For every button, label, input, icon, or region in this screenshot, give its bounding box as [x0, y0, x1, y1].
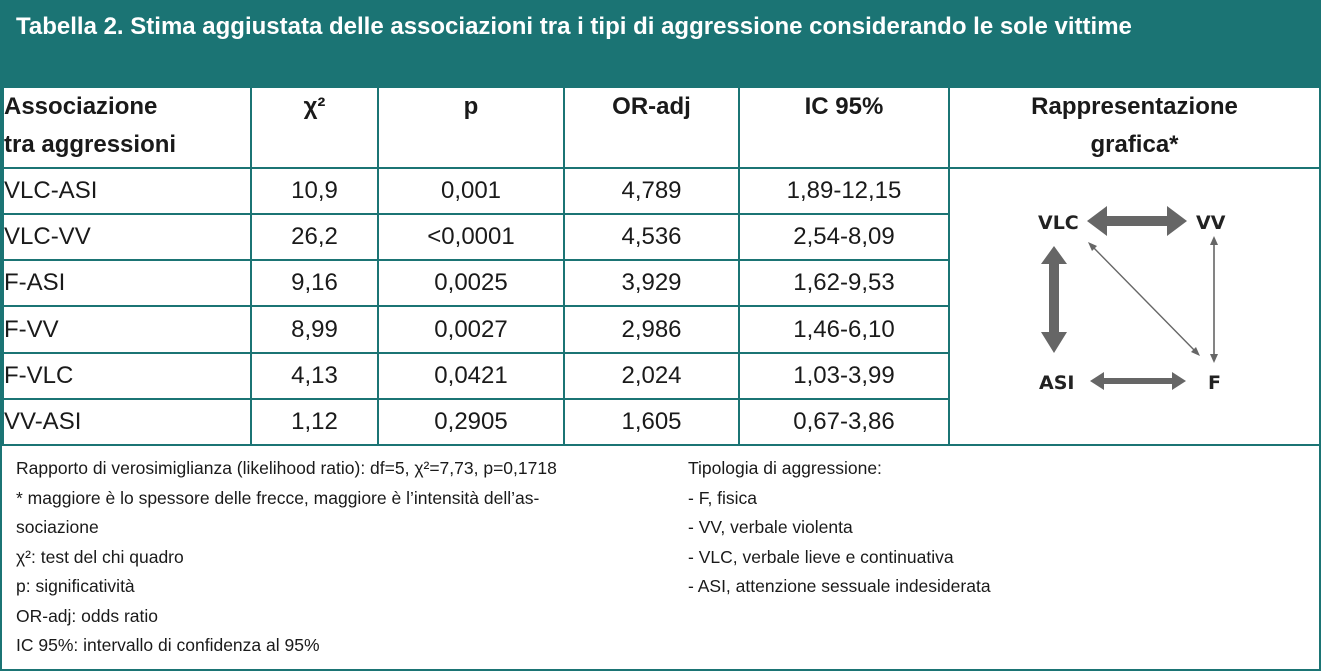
- thin-arrow-vv-f: [1210, 236, 1218, 363]
- association-table: Associazione tra aggressioni χ² p OR-adj…: [2, 86, 1321, 447]
- arrow-vv-f-head-end: [1210, 354, 1218, 363]
- footnote-line: IC 95%: intervallo di confidenza al 95%: [16, 635, 320, 655]
- footnote-line: χ²: test del chi quadro: [16, 546, 184, 567]
- cell-association: VLC-VV: [2, 213, 252, 262]
- thick-arrow-vlc-vv: [1087, 206, 1187, 236]
- cell-association: VLC-ASI: [2, 166, 252, 216]
- table-row: F-VLC 4,13 0,0421 2,024 1,03-3,99: [2, 351, 1320, 400]
- graphic-cell: VLC VV ASI F: [948, 167, 1321, 446]
- footnote-line: sociazione: [16, 517, 99, 537]
- arrow-vlc-asi-shape: [1041, 246, 1067, 353]
- header-row: Associazione tra aggressioni χ² p OR-adj…: [2, 86, 1321, 169]
- node-asi: ASI: [1039, 372, 1074, 394]
- medium-arrow-asi-f: [1090, 372, 1186, 390]
- legend-line: - ASI, attenzione sessuale indesiderata: [688, 576, 991, 596]
- cell-association: VV-ASI: [2, 397, 252, 447]
- cell-association: F-VLC: [2, 351, 252, 400]
- cell-chi: 8,99: [250, 305, 379, 354]
- node-vlc: VLC: [1038, 212, 1079, 234]
- cell-association: F-ASI: [2, 259, 252, 308]
- cell-or: 4,536: [563, 213, 740, 262]
- header-chi: χ²: [250, 86, 379, 169]
- header-ic: IC 95%: [738, 86, 950, 169]
- arrow-asi-f-shape: [1090, 372, 1186, 390]
- thick-arrow-vlc-asi: [1041, 246, 1067, 353]
- table-row: F-VV 8,99 0,0027 2,986 1,46-6,10: [2, 305, 1320, 354]
- footnote-line: p: significatività: [16, 576, 135, 596]
- cell-or: 4,789: [563, 166, 740, 216]
- header-graph-line1: Rappresentazione: [1031, 93, 1238, 120]
- arrow-vlc-f-head-end: [1191, 347, 1200, 356]
- header-association: Associazione tra aggressioni: [2, 86, 252, 169]
- cell-ic: 2,54-8,09: [738, 213, 950, 262]
- cell-ic: 0,67-3,86: [738, 397, 950, 447]
- cell-p: 0,0421: [377, 351, 565, 400]
- table-row: VV-ASI 1,12 0,2905 1,605 0,67-3,86: [2, 397, 1320, 447]
- legend-line: - F, fisica: [688, 487, 758, 508]
- cell-ic: 1,03-3,99: [738, 351, 950, 400]
- legend-line: - VLC, verbale lieve e continuativa: [688, 546, 954, 567]
- table-title: Tabella 2. Stima aggiustata delle associ…: [2, 2, 1319, 86]
- table-row: VLC-VV 26,2 <0,0001 4,536 2,54-8,09: [2, 213, 1320, 262]
- footnote-line: OR-adj: odds ratio: [16, 605, 159, 626]
- table-row: VLC-ASI 10,9 0,001 4,789 1,89-12,15: [2, 166, 1321, 446]
- arrow-vlc-f-head-start: [1088, 242, 1097, 251]
- cell-or: 1,605: [563, 397, 740, 447]
- footnotes-right: Tipologia di aggressione: - F, fisica - …: [688, 454, 1288, 602]
- table-row: F-ASI 9,16 0,0025 3,929 1,62-9,53: [2, 259, 1320, 308]
- cell-p: 0,2905: [377, 397, 565, 447]
- cell-ic: 1,62-9,53: [738, 259, 950, 308]
- thin-arrow-vlc-f: [1088, 242, 1200, 356]
- header-association-line1: Associazione: [4, 93, 158, 120]
- cell-p: 0,0025: [377, 259, 565, 308]
- cell-p: 0,0027: [377, 305, 565, 354]
- footnotes-left: Rapporto di verosimiglianza (likelihood …: [16, 454, 656, 661]
- cell-association: F-VV: [2, 305, 252, 354]
- header-p: p: [377, 86, 565, 169]
- header-or: OR-adj: [563, 86, 740, 169]
- header-graph-line2: grafica*: [1090, 131, 1179, 158]
- cell-chi: 1,12: [250, 397, 379, 447]
- footnote-line: * maggiore è lo spessore delle frecce, m…: [16, 487, 540, 508]
- cell-ic: 1,89-12,15: [738, 166, 950, 216]
- cell-chi: 4,13: [250, 351, 379, 400]
- cell-p: 0,001: [377, 166, 565, 216]
- node-f: F: [1208, 372, 1221, 394]
- legend-line: Tipologia di aggressione:: [688, 458, 882, 478]
- node-vv: VV: [1196, 212, 1226, 234]
- legend-line: - VV, verbale violenta: [688, 517, 853, 537]
- cell-chi: 26,2: [250, 213, 379, 262]
- cell-or: 3,929: [563, 259, 740, 308]
- cell-chi: 10,9: [250, 166, 379, 216]
- arrow-vlc-vv-shape: [1087, 206, 1187, 236]
- cell-ic: 1,46-6,10: [738, 305, 950, 354]
- association-diagram: VLC VV ASI F: [1038, 206, 1226, 394]
- header-graph: Rappresentazione grafica*: [948, 86, 1321, 169]
- cell-or: 2,024: [563, 351, 740, 400]
- header-association-line2: tra aggressioni: [4, 131, 177, 158]
- footnote-line: Rapporto di verosimiglianza (likelihood …: [16, 458, 557, 478]
- cell-chi: 9,16: [250, 259, 379, 308]
- cell-or: 2,986: [563, 305, 740, 354]
- table-footnotes: Rapporto di verosimiglianza (likelihood …: [2, 448, 1319, 669]
- cell-p: <0,0001: [377, 213, 565, 262]
- arrow-vv-f-head-start: [1210, 236, 1218, 245]
